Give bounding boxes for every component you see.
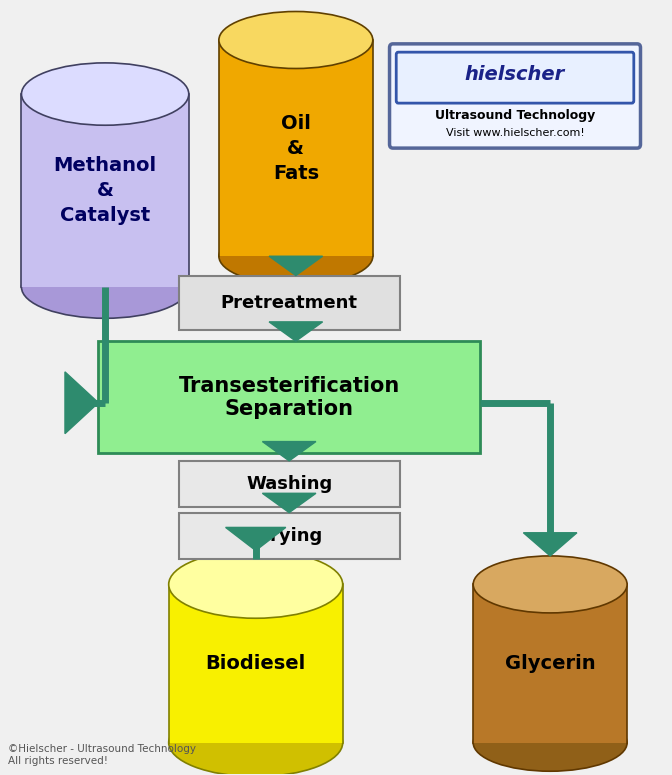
Text: Methanol
&
Catalyst: Methanol & Catalyst	[54, 156, 157, 225]
Polygon shape	[219, 40, 373, 257]
Polygon shape	[269, 257, 323, 276]
Text: Glycerin: Glycerin	[505, 654, 595, 673]
Text: Biodiesel: Biodiesel	[206, 654, 306, 673]
FancyBboxPatch shape	[179, 276, 400, 329]
Text: ©Hielscher - Ultrasound Technology
All rights reserved!: ©Hielscher - Ultrasound Technology All r…	[8, 744, 196, 766]
Ellipse shape	[22, 63, 189, 126]
Ellipse shape	[473, 715, 627, 771]
FancyBboxPatch shape	[179, 512, 400, 559]
Text: Visit www.hielscher.com!: Visit www.hielscher.com!	[446, 128, 585, 138]
FancyBboxPatch shape	[98, 341, 480, 453]
Text: Washing: Washing	[246, 475, 332, 493]
Ellipse shape	[22, 256, 189, 319]
FancyBboxPatch shape	[390, 44, 640, 148]
Polygon shape	[473, 584, 627, 742]
Polygon shape	[269, 322, 323, 341]
Ellipse shape	[169, 709, 343, 775]
Polygon shape	[262, 442, 316, 461]
Text: Drying: Drying	[255, 527, 323, 545]
FancyBboxPatch shape	[396, 52, 634, 103]
Ellipse shape	[169, 550, 343, 618]
Polygon shape	[262, 494, 316, 512]
Text: Transesterification
Separation: Transesterification Separation	[179, 376, 400, 419]
Ellipse shape	[219, 12, 373, 68]
Polygon shape	[226, 528, 286, 550]
Polygon shape	[65, 372, 98, 434]
Ellipse shape	[219, 228, 373, 284]
Polygon shape	[22, 94, 189, 287]
FancyBboxPatch shape	[179, 461, 400, 507]
Text: hielscher: hielscher	[465, 65, 565, 84]
Polygon shape	[169, 584, 343, 742]
Polygon shape	[523, 532, 577, 556]
Text: Ultrasound Technology: Ultrasound Technology	[435, 109, 595, 122]
Text: Pretreatment: Pretreatment	[220, 294, 358, 312]
Text: Oil
&
Fats: Oil & Fats	[273, 114, 319, 183]
Ellipse shape	[473, 556, 627, 613]
